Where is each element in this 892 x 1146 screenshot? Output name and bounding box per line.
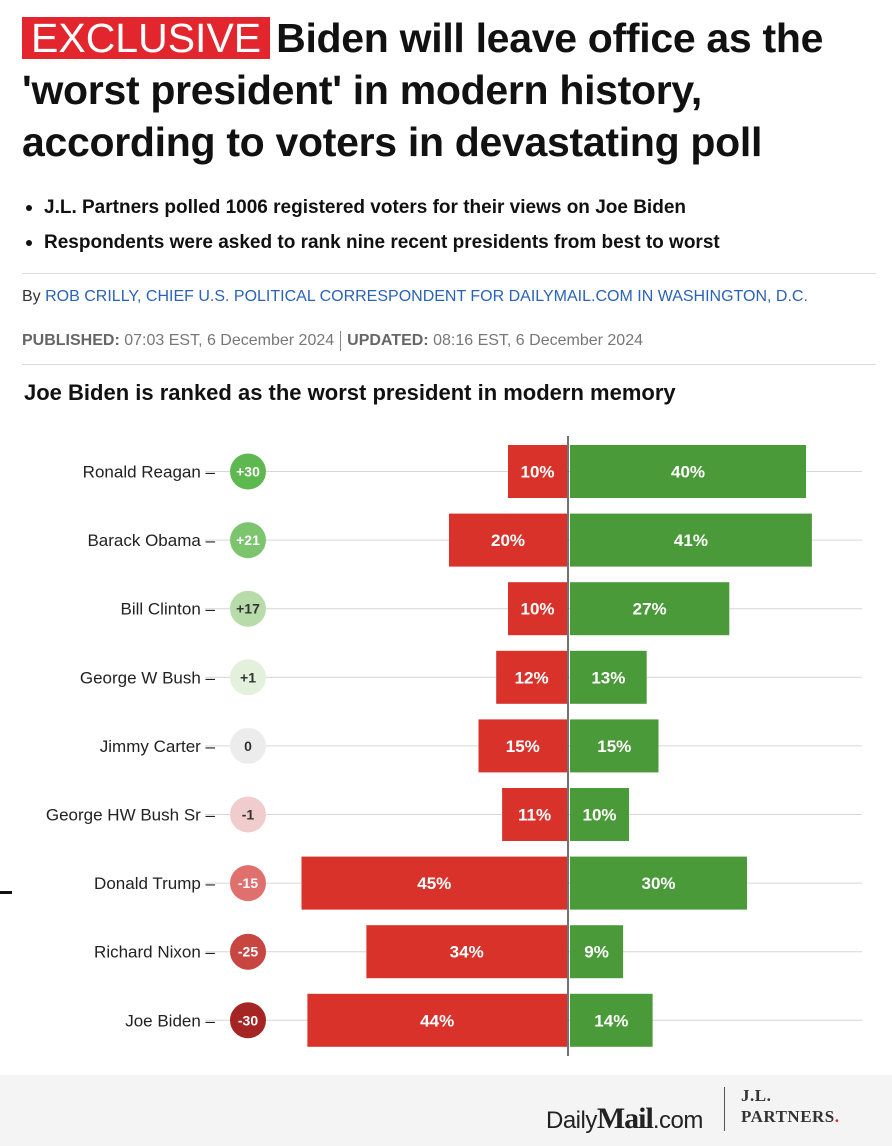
positive-value-label: 41% [674,531,708,550]
category-label: Barack Obama – [87,531,215,550]
byline-prefix: By [22,288,41,305]
negative-bar [478,719,567,773]
headline-text: Biden will leave office as the 'worst pr… [22,15,824,165]
footer: DailyMail.com J.L. PARTNERS. [0,1075,892,1146]
net-score-label: 0 [244,738,252,754]
negative-value-label: 20% [491,531,525,550]
negative-bar [502,788,567,841]
negative-bar [366,925,567,979]
positive-value-label: 13% [591,668,625,687]
negative-value-label: 44% [420,1011,454,1030]
negative-bar [301,856,567,910]
category-label: Joe Biden – [125,1011,215,1030]
negative-bar [508,445,567,498]
net-score-circle [230,727,266,764]
author-link[interactable]: ROB CRILLY, CHIEF U.S. POLITICAL CORRESP… [45,288,808,305]
published-value: 07:03 EST, 6 December 2024 [124,332,335,350]
headline: EXCLUSIVE Biden will leave office as the … [22,12,882,168]
positive-bar [570,513,812,567]
net-score-circle [230,1002,266,1039]
net-score-circle [230,865,266,902]
dates: PUBLISHED: 07:03 EST, 6 December 2024 UPD… [22,331,872,351]
net-score-label: +17 [236,601,260,617]
positive-bar [570,856,747,910]
net-score-circle [230,933,266,970]
net-score-circle [230,453,266,490]
positive-bar [570,788,629,841]
updated-label: UPDATED: [347,332,429,350]
negative-bar [449,513,567,567]
net-score-circle [230,522,266,559]
positive-value-label: 30% [641,874,675,893]
category-label: Donald Trump – [94,874,215,893]
jl-partners-logo: J.L. PARTNERS. [741,1086,840,1126]
positive-bar [570,650,647,704]
positive-bar [570,719,659,773]
positive-value-label: 40% [671,463,705,482]
category-label: George W Bush – [80,668,216,687]
positive-bar [570,993,653,1047]
byline: By ROB CRILLY, CHIEF U.S. POLITICAL CORR… [22,288,872,306]
net-score-label: -30 [238,1012,258,1028]
positive-value-label: 27% [633,600,667,619]
negative-bar [496,650,567,704]
chart-title: Joe Biden is ranked as the worst preside… [24,380,676,405]
category-label: Ronald Reagan – [83,463,216,482]
divider [22,273,876,274]
negative-value-label: 12% [515,668,549,687]
divider [22,364,876,365]
diverging-bar-chart: Ronald Reagan – +30 10% 40% Barack Obama – +2… [46,436,862,1056]
negative-bar [307,993,567,1047]
dailymail-logo: DailyMail.com [546,1102,703,1135]
negative-bar [508,582,567,636]
net-score-label: +30 [236,464,260,480]
negative-value-label: 45% [417,874,451,893]
negative-value-label: 10% [520,600,554,619]
net-score-label: -15 [238,875,258,891]
exclusive-badge: EXCLUSIVE [22,17,271,59]
summary-bullets: J.L. Partners polled 1006 registered vot… [22,190,882,260]
footer-divider [724,1087,725,1131]
category-label: Bill Clinton – [121,600,216,619]
summary-bullet: J.L. Partners polled 1006 registered vot… [22,190,882,225]
summary-bullet: Respondents were asked to rank nine rece… [22,225,882,260]
published-label: PUBLISHED: [22,332,120,350]
positive-value-label: 9% [584,943,609,962]
net-score-label: -1 [242,807,255,823]
positive-value-label: 15% [597,737,631,756]
positive-bar [570,445,806,498]
category-label: George HW Bush Sr – [46,806,216,825]
negative-value-label: 34% [450,943,484,962]
updated-value: 08:16 EST, 6 December 2024 [433,332,643,350]
net-score-label: -25 [238,944,258,960]
category-label: Jimmy Carter – [100,737,216,756]
net-score-circle [230,796,266,833]
edge-mark [0,891,12,894]
positive-bar [570,582,730,636]
negative-value-label: 15% [506,737,540,756]
net-score-circle [230,659,266,696]
net-score-circle [230,590,266,627]
negative-value-label: 10% [520,463,554,482]
positive-value-label: 14% [594,1011,628,1030]
positive-bar [570,925,624,979]
positive-value-label: 10% [582,806,616,825]
negative-value-label: 11% [518,806,551,825]
category-label: Richard Nixon – [94,943,215,962]
net-score-label: +21 [236,532,260,548]
net-score-label: +1 [240,669,256,685]
date-separator [340,331,342,351]
